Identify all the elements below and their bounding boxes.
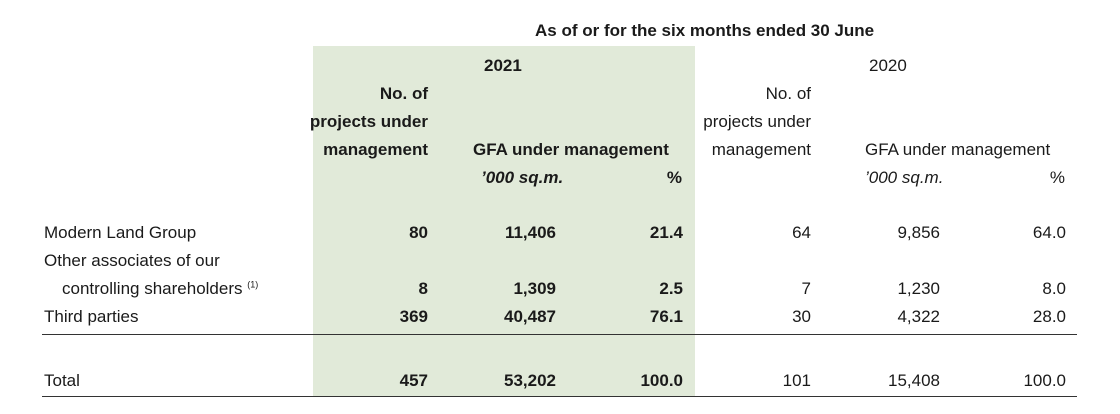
- col-projects-2020-line3: management: [711, 140, 811, 159]
- cell: 80: [409, 223, 428, 242]
- col-projects-2021-line1: No. of: [379, 84, 428, 103]
- cell: 40,487: [504, 307, 556, 326]
- cell: 30: [792, 307, 811, 326]
- cell: 76.1: [649, 307, 683, 326]
- cell: 101: [782, 371, 811, 390]
- cell: 100.0: [640, 371, 683, 390]
- col-pct-2021: %: [666, 168, 682, 187]
- cell: 11,406: [504, 223, 556, 242]
- cell: 1,230: [897, 279, 940, 298]
- cell: 4,322: [897, 307, 940, 326]
- col-projects-2020-line2: projects under: [703, 112, 811, 131]
- col-projects-2021-line3: management: [323, 140, 428, 159]
- cell: 100.0: [1023, 371, 1066, 390]
- rule-above-total: [42, 334, 1077, 335]
- cell: 8.0: [1042, 279, 1066, 298]
- rule-below-total: [42, 396, 1077, 397]
- cell: 64: [792, 223, 811, 242]
- col-gfa-2020: GFA under management: [865, 140, 1051, 159]
- cell: 53,202: [504, 371, 556, 390]
- cell: 64.0: [1032, 223, 1066, 242]
- cell: 28.0: [1032, 307, 1066, 326]
- row-label-other-associates-line1: Other associates of our: [44, 251, 220, 270]
- footnote-ref: (1): [247, 279, 259, 290]
- row-label-total: Total: [44, 371, 80, 390]
- col-projects-2021-line2: projects under: [309, 112, 428, 131]
- row-label-third-parties: Third parties: [44, 307, 139, 326]
- year-2021: 2021: [484, 56, 522, 75]
- cell: 9,856: [897, 223, 940, 242]
- row-label-modern-land: Modern Land Group: [44, 223, 197, 242]
- cell: 8: [418, 279, 428, 298]
- col-unit-2020: ’000 sq.m.: [865, 168, 944, 187]
- year-2020: 2020: [869, 56, 907, 75]
- row-label-other-associates-line2: controlling shareholders (1): [62, 279, 259, 298]
- cell: 1,309: [513, 279, 556, 298]
- cell: 369: [399, 307, 428, 326]
- col-gfa-2021: GFA under management: [473, 140, 669, 159]
- cell: 21.4: [649, 223, 683, 242]
- table-header: As of or for the six months ended 30 Jun…: [535, 21, 875, 40]
- cell: 15,408: [888, 371, 940, 390]
- highlight-2021-column: [313, 46, 695, 396]
- col-projects-2020-line1: No. of: [765, 84, 811, 103]
- col-unit-2021: ’000 sq.m.: [481, 168, 564, 187]
- col-pct-2020: %: [1049, 168, 1065, 187]
- cell: 7: [801, 279, 811, 298]
- cell: 2.5: [659, 279, 683, 298]
- cell: 457: [399, 371, 428, 390]
